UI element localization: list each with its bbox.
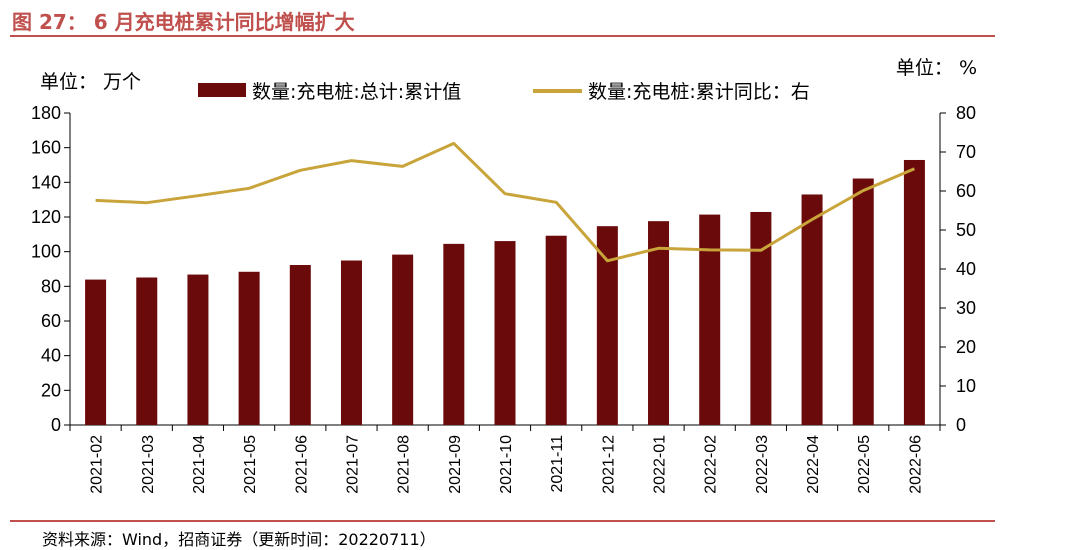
right-axis-tick-label: 20 (956, 337, 976, 357)
bar (750, 211, 772, 425)
left-axis-tick-label: 120 (31, 207, 61, 227)
source-note: 资料来源：Wind，招商证券（更新时间：20220711） (42, 530, 436, 549)
bar (392, 254, 414, 425)
left-axis-tick-label: 100 (31, 242, 61, 262)
title-divider (10, 35, 995, 37)
x-axis-category-label: 2021-03 (140, 435, 157, 494)
x-axis-category-label: 2021-04 (191, 435, 208, 494)
bar (494, 241, 516, 425)
source-divider (10, 520, 995, 522)
legend: 数量:充电桩:总计:累计值 数量:充电桩:累计同比：右 (198, 81, 810, 103)
right-axis-tick-label: 80 (956, 103, 976, 123)
bar (289, 265, 311, 425)
x-axis-category-label: 2021-06 (293, 435, 310, 494)
left-axis-tick-label: 40 (41, 346, 61, 366)
yoy-line (95, 141, 915, 263)
plot-area: 0 20 40 60 80 100 120 140 160 180 0 10 20 30 40 50 60 70 8… (31, 103, 976, 494)
left-axis-tick-label: 140 (31, 172, 61, 192)
left-axis-tick-label: 160 (31, 138, 61, 158)
x-axis-category-label: 2022-03 (754, 435, 771, 494)
x-axis-category-label: 2022-01 (652, 435, 669, 494)
right-axis-tick-label: 30 (956, 298, 976, 318)
bar (545, 235, 567, 425)
bar (903, 159, 925, 425)
combo-chart: 单位： 万个 单位： % 数量:充电桩:总计:累计值 数量:充电桩:累计同比：右… (31, 57, 977, 494)
x-axis-category-label: 2021-08 (396, 435, 413, 494)
right-axis-tick-label: 60 (956, 181, 976, 201)
bar (852, 178, 874, 425)
x-axis-category-label: 2021-11 (549, 435, 566, 493)
bar (238, 271, 260, 425)
x-axis-category-label: 2021-07 (344, 435, 361, 494)
legend-bar-label: 数量:充电桩:总计:累计值 (252, 81, 461, 103)
legend-bar-swatch (198, 83, 246, 97)
right-axis-tick-label: 50 (956, 220, 976, 240)
bar (340, 260, 362, 425)
x-axis-category-label: 2022-04 (805, 435, 822, 494)
bar (648, 221, 670, 425)
left-axis-unit: 单位： 万个 (40, 71, 141, 93)
right-axis-unit: 单位： % (896, 57, 977, 79)
x-axis-category-label: 2022-02 (703, 435, 720, 494)
bar (699, 214, 721, 425)
x-axis-category-label: 2021-10 (498, 435, 515, 494)
bar (443, 243, 465, 425)
bar (801, 194, 823, 425)
bar (596, 226, 618, 425)
left-axis-tick-label: 0 (51, 415, 61, 435)
left-axis-tick-label: 180 (31, 103, 61, 123)
right-axis-tick-label: 40 (956, 259, 976, 279)
x-axis-category-label: 2021-09 (447, 435, 464, 494)
bar (85, 279, 107, 425)
left-axis-tick-label: 60 (41, 311, 61, 331)
figure-title: 图 27： 6 月充电桩累计同比增幅扩大 (12, 10, 355, 34)
x-axis-category-label: 2021-02 (89, 435, 106, 494)
x-axis-category-label: 2021-05 (242, 435, 259, 494)
left-axis-tick-label: 20 (41, 380, 61, 400)
right-axis-tick-label: 0 (956, 415, 966, 435)
bar (136, 277, 158, 425)
legend-line-label: 数量:充电桩:累计同比：右 (588, 81, 810, 103)
x-axis-category-label: 2022-05 (856, 435, 873, 494)
left-axis-tick-label: 80 (41, 276, 61, 296)
right-axis-tick-label: 10 (956, 376, 976, 396)
x-axis-category-label: 2022-06 (907, 435, 924, 494)
x-axis-category-label: 2021-12 (600, 435, 617, 494)
bar (187, 274, 209, 425)
right-axis-tick-label: 70 (956, 142, 976, 162)
